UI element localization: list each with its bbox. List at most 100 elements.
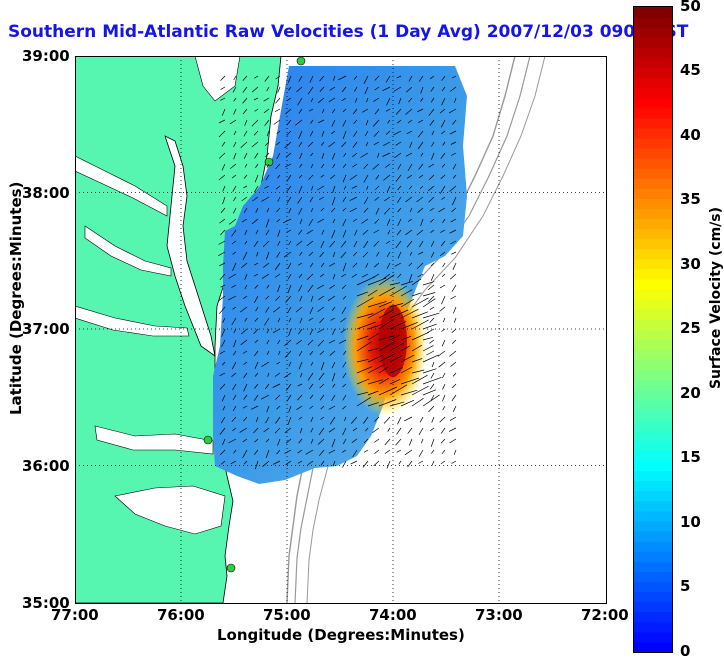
colorbar-swatch xyxy=(634,541,672,552)
velocity-arrow xyxy=(417,108,424,113)
colorbar-swatch xyxy=(634,581,672,593)
velocity-arrow xyxy=(262,460,270,467)
velocity-arrow xyxy=(329,416,336,425)
velocity-arrow xyxy=(277,196,281,202)
velocity-arrow xyxy=(328,97,336,103)
velocity-arrow xyxy=(298,130,303,139)
velocity-arrow xyxy=(422,281,435,286)
velocity-arrow xyxy=(243,361,248,365)
velocity-arrow xyxy=(409,207,413,213)
velocity-arrow xyxy=(398,97,402,105)
velocity-arrow xyxy=(295,119,303,126)
velocity-arrow xyxy=(353,240,358,248)
velocity-arrow xyxy=(374,86,380,91)
velocity-arrow xyxy=(218,152,226,159)
velocity-arrow xyxy=(298,361,303,370)
colorbar-swatch xyxy=(634,7,672,18)
velocity-arrow xyxy=(453,317,457,323)
velocity-arrow xyxy=(242,97,248,104)
velocity-map[interactable] xyxy=(75,56,606,603)
velocity-arrow xyxy=(364,130,369,137)
velocity-arrow xyxy=(441,449,446,455)
colorbar-swatch xyxy=(634,148,672,159)
velocity-arrow xyxy=(342,460,347,468)
velocity-arrow xyxy=(256,251,259,257)
velocity-arrow xyxy=(254,361,259,369)
velocity-arrow xyxy=(349,196,358,201)
colorbar-label: Surface Velocity (cm/s) xyxy=(708,206,724,390)
velocity-arrow xyxy=(411,398,424,407)
velocity-arrow xyxy=(372,119,380,127)
velocity-arrow xyxy=(228,438,237,444)
colorbar-swatch xyxy=(634,228,672,240)
velocity-arrow xyxy=(374,196,380,201)
velocity-arrow xyxy=(420,86,424,94)
velocity-arrow xyxy=(341,97,347,102)
velocity-arrow xyxy=(405,86,413,93)
velocity-arrow xyxy=(440,427,446,434)
velocity-arrow xyxy=(219,383,226,390)
velocity-arrow xyxy=(328,339,336,344)
velocity-arrow xyxy=(310,163,314,169)
velocity-arrow xyxy=(299,218,303,225)
velocity-arrow xyxy=(451,460,457,464)
velocity-arrow xyxy=(408,273,413,283)
velocity-arrow xyxy=(232,394,237,401)
velocity-arrow xyxy=(283,251,292,258)
velocity-arrow xyxy=(407,460,413,468)
velocity-arrow xyxy=(297,196,303,204)
velocity-arrow xyxy=(342,163,347,168)
velocity-arrow xyxy=(356,358,369,363)
velocity-arrow xyxy=(266,284,270,289)
velocity-arrow xyxy=(374,75,380,81)
velocity-arrow xyxy=(266,328,270,334)
velocity-arrow xyxy=(420,438,424,444)
colorbar-swatch xyxy=(634,319,672,330)
velocity-arrow xyxy=(273,306,281,313)
colorbar-swatch xyxy=(634,77,672,89)
velocity-arrow xyxy=(318,449,325,457)
potomac-river xyxy=(75,155,168,217)
velocity-arrow xyxy=(396,427,402,435)
velocity-arrow xyxy=(220,207,226,214)
velocity-arrow xyxy=(367,390,379,396)
velocity-arrow xyxy=(350,416,358,424)
velocity-arrow xyxy=(320,361,325,371)
velocity-arrow xyxy=(419,240,424,248)
velocity-arrow xyxy=(438,361,446,368)
colorbar-tick: 35 xyxy=(680,190,701,208)
velocity-arrow xyxy=(372,163,380,170)
velocity-arrow xyxy=(266,350,270,355)
velocity-arrow xyxy=(244,119,248,126)
velocity-arrow xyxy=(373,262,380,268)
velocity-arrow xyxy=(319,394,325,401)
albemarle-sound xyxy=(94,425,214,455)
velocity-arrow xyxy=(429,119,435,126)
velocity-arrow xyxy=(352,163,358,168)
velocity-arrow xyxy=(219,262,226,267)
velocity-arrow xyxy=(318,427,325,436)
colorbar-swatch xyxy=(634,289,672,300)
velocity-arrow xyxy=(328,141,336,148)
velocity-arrow xyxy=(411,344,423,352)
velocity-arrow xyxy=(221,339,226,348)
velocity-arrow xyxy=(287,97,292,101)
velocity-arrow xyxy=(310,416,314,422)
velocity-arrow xyxy=(332,460,336,467)
velocity-arrow xyxy=(450,361,457,367)
velocity-arrow xyxy=(330,317,336,321)
velocity-arrow xyxy=(233,97,237,102)
velocity-arrow xyxy=(319,383,325,389)
velocity-arrow xyxy=(420,152,424,157)
velocity-arrow xyxy=(254,339,259,344)
velocity-arrow xyxy=(231,416,237,422)
velocity-arrow xyxy=(317,306,325,312)
velocity-arrow xyxy=(449,229,457,234)
velocity-arrow xyxy=(395,174,402,182)
colorbar-swatch xyxy=(634,127,672,139)
velocity-arrow xyxy=(422,336,433,341)
velocity-arrows xyxy=(218,75,457,470)
velocity-arrow xyxy=(287,306,292,314)
velocity-arrow xyxy=(298,174,303,179)
velocity-arrow xyxy=(244,317,248,322)
